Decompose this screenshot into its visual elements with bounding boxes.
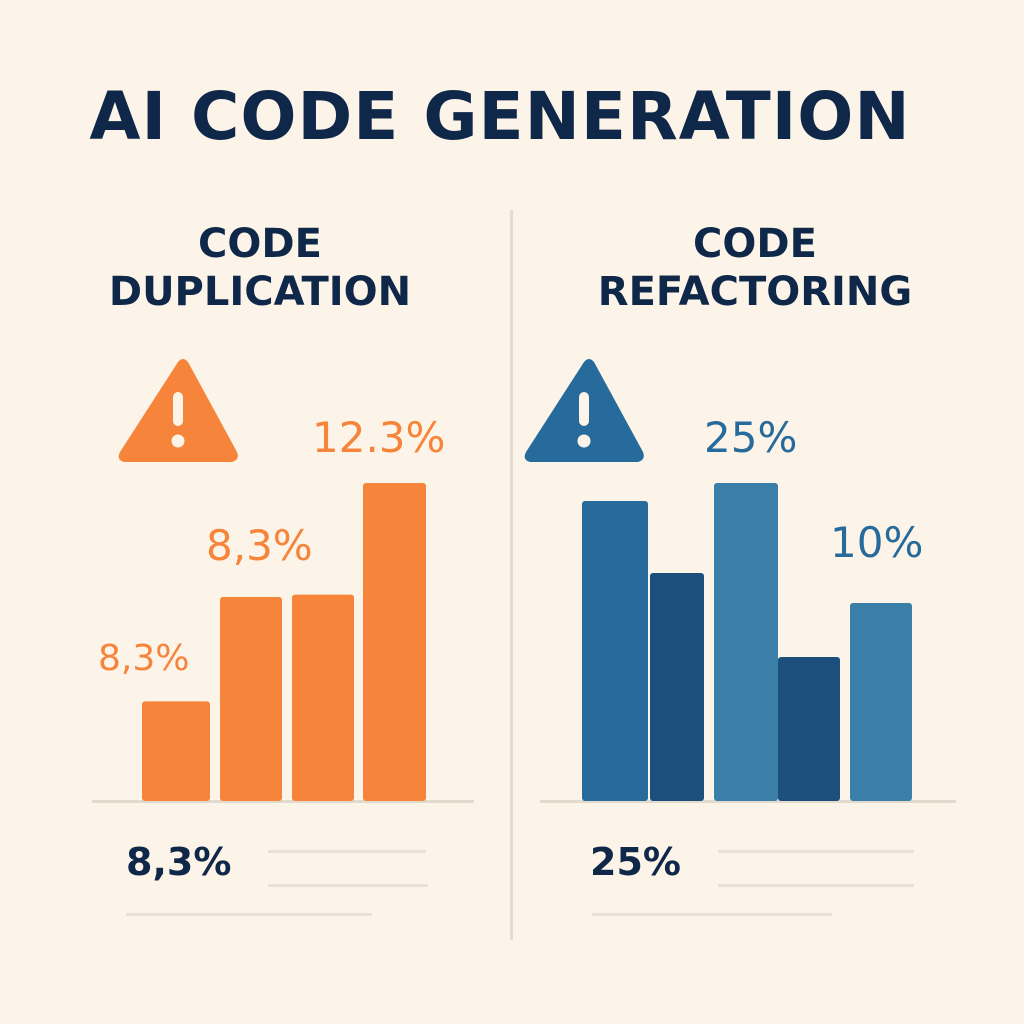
data-label: 10% — [830, 518, 923, 567]
footer-line — [126, 913, 372, 916]
footer-value-refactoring: 25% — [590, 840, 681, 884]
duplication-bars: 8,3% 8,3% 12.3% — [98, 413, 445, 801]
chart-bar — [292, 594, 354, 801]
chart-baseline — [540, 800, 956, 803]
data-label: 12.3% — [312, 413, 445, 462]
warning-triangle-icon — [118, 359, 238, 462]
panel-divider — [510, 210, 513, 940]
chart-bar — [714, 483, 778, 801]
chart-baseline — [92, 800, 474, 803]
panel-heading-duplication: CODE DUPLICATION — [100, 220, 420, 316]
heading-line: CODE — [198, 221, 322, 267]
data-label: 8,3% — [206, 521, 313, 570]
heading-line: DUPLICATION — [108, 269, 412, 315]
footer-value-duplication: 8,3% — [126, 840, 232, 884]
heading-line: CODE — [693, 221, 817, 267]
footer-line — [268, 850, 426, 853]
chart-bar — [850, 603, 912, 801]
chart-bar — [582, 501, 648, 801]
chart-bar — [650, 573, 704, 801]
data-label: 25% — [704, 413, 797, 462]
chart-bar — [363, 483, 426, 801]
footer-line — [718, 850, 914, 853]
chart-bar — [142, 701, 210, 801]
footer-line — [718, 884, 914, 887]
warning-triangle-icon — [524, 359, 644, 462]
page-title: AI CODE GENERATION — [89, 78, 911, 155]
footer-line — [268, 884, 428, 887]
panel-heading-refactoring: CODE REFACTORING — [580, 220, 930, 316]
heading-line: REFACTORING — [597, 269, 913, 315]
footer-line — [592, 913, 832, 916]
chart-bar — [220, 597, 282, 801]
chart-bar — [778, 657, 840, 801]
refactoring-bars: 25% 10% — [582, 413, 923, 801]
data-label: 8,3% — [98, 638, 189, 679]
